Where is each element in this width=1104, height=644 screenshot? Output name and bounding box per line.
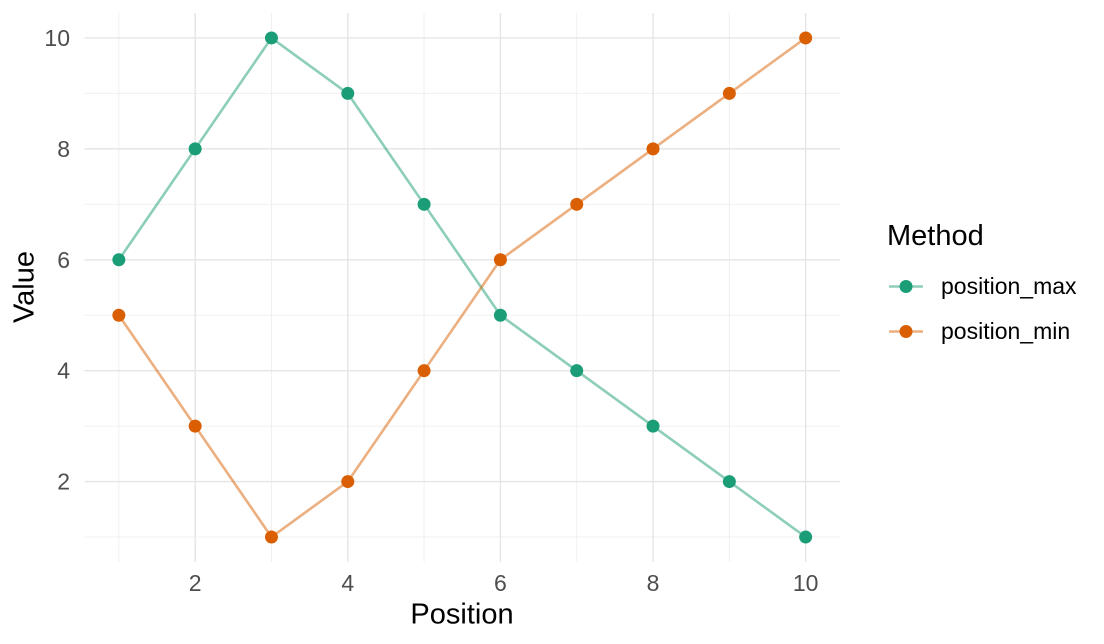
data-point-position_min [493, 253, 507, 267]
data-point-position_max [570, 364, 584, 378]
legend-key-position-max-icon [889, 280, 923, 293]
x-tick-label: 4 [341, 570, 354, 596]
y-tick-label: 10 [44, 25, 70, 51]
data-point-position_max [417, 197, 431, 211]
data-point-position_max [722, 475, 736, 489]
data-point-position_min [417, 364, 431, 378]
series-line-position_max [117, 36, 807, 539]
data-point-position_max [188, 142, 202, 156]
y-tick-label: 8 [57, 136, 70, 162]
data-point-position_max [112, 253, 126, 267]
legend-item-position-max: position_max [887, 273, 1077, 299]
legend-title: Method [887, 220, 984, 252]
x-axis-title: Position [410, 598, 514, 631]
data-point-position_max [493, 308, 507, 322]
x-tick-label: 2 [189, 570, 202, 596]
data-point-position_min [341, 475, 355, 489]
y-axis-title: Value [8, 250, 41, 324]
data-point-position_min [188, 419, 202, 433]
legend-label-position-min: position_min [941, 318, 1071, 344]
data-point-position_max [646, 419, 660, 433]
y-tick-label: 2 [57, 469, 70, 495]
data-point-position_min [722, 86, 736, 100]
data-point-position_max [799, 530, 813, 544]
legend-item-position-min: position_min [887, 318, 1077, 344]
y-tick-label: 6 [57, 247, 70, 273]
y-tick-label: 4 [57, 358, 70, 384]
data-point-position_min [646, 142, 660, 156]
data-point-position_min [799, 31, 813, 45]
data-point-position_max [341, 86, 355, 100]
data-point-position_max [264, 31, 278, 45]
legend: Method position_max position_min [887, 221, 1077, 368]
x-tick-label: 8 [647, 570, 660, 596]
x-tick-label: 10 [793, 570, 819, 596]
series-line-position_min [117, 36, 807, 539]
data-point-position_min [264, 530, 278, 544]
data-point-position_min [112, 308, 126, 322]
legend-label-position-max: position_max [941, 273, 1077, 299]
data-point-position_min [570, 197, 584, 211]
legend-key-position-min-icon [889, 325, 923, 338]
x-tick-label: 6 [494, 570, 507, 596]
